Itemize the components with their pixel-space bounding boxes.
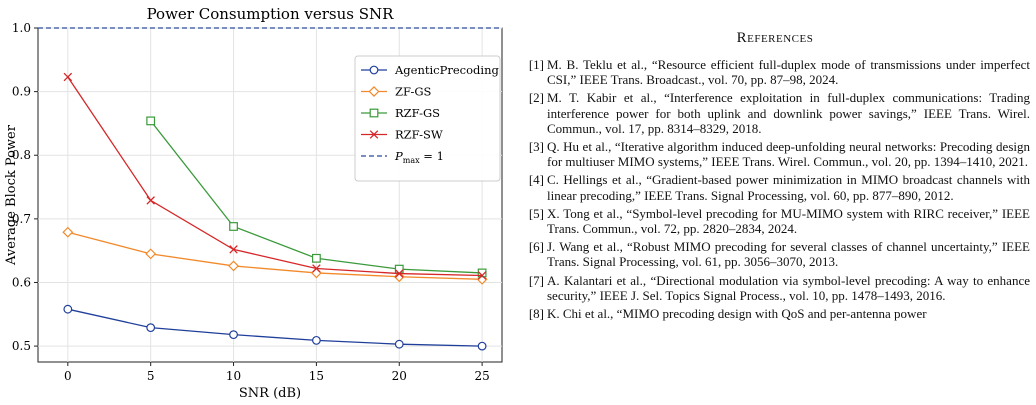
legend-label: RZF-GS <box>395 106 440 120</box>
y-tick-label: 0.6 <box>12 275 31 289</box>
y-axis-label: Average Block Power <box>4 124 19 266</box>
data-point-stroke <box>312 264 321 273</box>
reference-number: [4] <box>528 172 544 188</box>
legend: AgenticPrecoding ZF-GS RZF-GS RZF-SW Pmax = … <box>354 55 501 182</box>
data-point <box>369 108 379 118</box>
data-point <box>228 260 239 272</box>
reference-item: [5] X. Tong et al., “Symbol-level precod… <box>520 206 1030 236</box>
reference-number: [2] <box>528 90 544 106</box>
data-point <box>62 226 74 238</box>
data-point <box>369 65 379 75</box>
data-point-stroke <box>369 130 379 139</box>
data-point <box>477 341 487 351</box>
series-line-zf-gs <box>67 231 483 280</box>
y-tick-label: 0.7 <box>12 212 31 226</box>
data-point <box>146 323 156 333</box>
y-tick-label: 0.8 <box>12 148 31 162</box>
data-point-stroke <box>229 245 238 254</box>
reference-text: A. Kalantari et al., “Directional modula… <box>547 272 1030 303</box>
references-heading: References <box>736 30 814 46</box>
chart-title: Power Consumption versus SNR <box>147 5 395 23</box>
legend-label: AgenticPrecoding <box>394 63 499 77</box>
reference-item: [3] Q. Hu et al., “Iterative algorithm i… <box>520 139 1030 169</box>
series-layer <box>62 72 488 351</box>
reference-number: [1] <box>528 57 544 72</box>
x-tick-label: 15 <box>309 369 324 383</box>
line-chart: Power Consumption versus SNR 0 5 10 15 20 250… <box>4 5 503 401</box>
y-tick-label: 0.5 <box>12 339 31 353</box>
data-point <box>312 264 321 273</box>
data-point <box>369 130 379 139</box>
data-point-stroke <box>146 196 155 205</box>
legend-box <box>354 55 501 182</box>
series-line-agenticprecoding <box>67 308 483 347</box>
data-point <box>63 304 73 314</box>
y-tick-label: 1.0 <box>12 21 31 35</box>
reference-text: M. B. Teklu et al., “Resource efficient … <box>547 57 1030 88</box>
data-point <box>146 196 155 205</box>
data-point <box>477 271 487 280</box>
power-consumption-figure: Power Consumption versus SNR 0 5 10 15 20 25 0… <box>0 0 505 401</box>
data-point-stroke <box>394 269 404 278</box>
reference-item: [4] C. Hellings et al., “Gradient-based … <box>520 172 1030 202</box>
legend-label: RZF-SW <box>395 128 443 142</box>
x-tick-label: 20 <box>392 369 407 383</box>
data-point <box>312 253 321 263</box>
reference-list: [1] M. B. Teklu et al., “Resource effici… <box>520 57 1030 324</box>
data-point <box>229 330 238 340</box>
y-tick-label: 0.9 <box>12 85 31 99</box>
data-point <box>393 271 405 283</box>
reference-item: [8] K. Chi et al., “MIMO precoding desig… <box>520 306 1030 321</box>
reference-text: M. T. Kabir et al., “Interference exploi… <box>547 90 1030 136</box>
data-point <box>229 222 238 231</box>
x-tick-label: 25 <box>474 369 489 383</box>
data-point <box>394 269 404 278</box>
x-tick-label: 10 <box>226 369 241 383</box>
reference-item: [1] M. B. Teklu et al., “Resource effici… <box>520 57 1030 87</box>
reference-text: J. Wang et al., “Robust MIMO precoding f… <box>547 239 1030 270</box>
series-line-rzf-sw <box>67 76 483 277</box>
reference-number: [8] <box>528 306 544 322</box>
reference-text: K. Chi et al., “MIMO precoding design wi… <box>547 306 927 322</box>
data-point <box>368 86 380 97</box>
legend-entries: AgenticPrecoding ZF-GS RZF-GS RZF-SW Pmax = … <box>361 63 499 165</box>
data-point <box>146 116 156 126</box>
legend-label: Pmax = 1 <box>394 149 444 165</box>
reference-number: [7] <box>528 272 544 288</box>
data-point <box>477 268 487 278</box>
reference-text: Q. Hu et al., “Iterative algorithm induc… <box>547 139 1030 170</box>
data-point <box>310 267 322 279</box>
references-section: References [1] M. B. Teklu et al., “Reso… <box>520 0 1030 400</box>
legend-label: ZF-GS <box>395 85 432 99</box>
data-point <box>63 72 73 82</box>
reference-text: C. Hellings et al., “Gradient-based powe… <box>547 172 1030 203</box>
x-tick-label: 0 <box>64 369 72 383</box>
reference-text: X. Tong et al., “Symbol-level precoding … <box>547 205 1030 237</box>
data-point <box>394 339 404 349</box>
reference-number: [6] <box>528 239 544 255</box>
data-point <box>312 335 321 345</box>
reference-item: [7] A. Kalantari et al., “Directional mo… <box>520 273 1030 303</box>
reference-item: [2] M. T. Kabir et al., “Interference ex… <box>520 90 1030 136</box>
data-point <box>229 245 238 254</box>
reference-item: [6] J. Wang et al., “Robust MIMO precodi… <box>520 239 1030 269</box>
data-point-stroke <box>477 271 487 280</box>
x-tick-label: 5 <box>147 369 155 383</box>
x-axis-label: SNR (dB) <box>239 386 301 400</box>
data-point <box>145 248 157 260</box>
reference-number: [3] <box>528 139 544 155</box>
reference-number: [5] <box>528 205 544 221</box>
ticks: 0 5 10 15 20 25 0.5 0.6 0.7 0.8 0.9 1.0 <box>12 21 490 383</box>
data-point-stroke <box>63 72 73 82</box>
